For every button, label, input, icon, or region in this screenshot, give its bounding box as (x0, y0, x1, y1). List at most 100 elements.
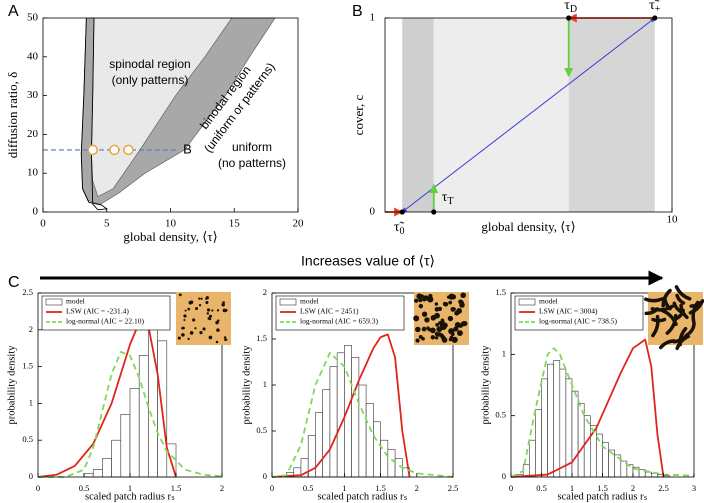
point (109, 144, 120, 156)
inset-dot (199, 331, 203, 335)
inset-stripe (672, 332, 690, 344)
y-tick-label: 0 (29, 471, 33, 481)
histogram-bar (120, 414, 131, 478)
point-symbol: τ (442, 190, 448, 205)
inset-dot (205, 296, 209, 300)
point (123, 144, 134, 156)
inset-dot (434, 312, 440, 319)
x-axis-label: global density, ⟨τ⟩ (123, 229, 217, 244)
legend-swatch (279, 298, 297, 306)
arrow-label: Increases value of ⟨τ⟩ (301, 253, 435, 269)
y-tick-label: 40 (27, 50, 39, 62)
histogram-bar (373, 421, 381, 478)
panel-letter: B (352, 3, 363, 20)
point-label: τT (442, 190, 454, 207)
x-tick-label: 0 (36, 483, 40, 493)
inset-dot (436, 326, 443, 333)
inset-dot (434, 331, 439, 337)
histogram-bar (541, 378, 548, 478)
point-label: τD (564, 0, 577, 15)
point-subscript: + (655, 4, 661, 15)
histogram-bar (380, 439, 389, 478)
y-axis-label: cover, c (351, 94, 366, 135)
inset-dot (456, 330, 463, 336)
inset-stripe (672, 301, 684, 315)
inset-dot (453, 326, 459, 332)
inset-dot (434, 302, 439, 306)
histogram-bar (83, 473, 94, 478)
point-symbol: τ̃ (649, 0, 660, 13)
histogram-bar (129, 388, 140, 478)
inset-dot (446, 295, 451, 299)
x-tick-label: 0.5 (536, 483, 547, 493)
legend-label: log-normal (AIC = 659.3) (300, 317, 378, 326)
histogram-bar (92, 469, 103, 478)
inset-dot (191, 331, 194, 334)
inset-stripe (675, 293, 686, 305)
inset-dot (443, 301, 449, 307)
inset-dot (440, 318, 445, 323)
plot-frame (384, 17, 673, 213)
inset-dot (447, 315, 454, 322)
x-tick-label: 1.5 (597, 483, 608, 493)
inset-dot (434, 306, 440, 312)
x-axis-label: scaled patch radius rₛ (318, 491, 408, 502)
dashed-line-label: B (183, 141, 192, 156)
inset-dot (200, 297, 203, 300)
y-tick-label: 30 (27, 89, 39, 101)
x-tick-label: 2 (220, 483, 224, 493)
inset-dot (177, 336, 181, 340)
y-axis-label: probability density (241, 345, 252, 425)
histogram-bar (583, 415, 591, 478)
x-tick-label: 0 (270, 483, 274, 493)
region-label: uniform (232, 140, 272, 154)
legend-swatch (45, 298, 63, 306)
histogram-bar (138, 355, 149, 478)
histogram-bar (553, 360, 561, 478)
y-tick-label: 0 (370, 206, 376, 218)
inset-dot (458, 299, 463, 305)
legend-label: model (539, 297, 558, 306)
inset-dot (183, 319, 186, 322)
legend-label: LSW (AIC = 2451) (300, 307, 359, 316)
band (402, 18, 434, 212)
point-subscript: 0 (400, 226, 405, 237)
histogram-bar (559, 368, 567, 478)
y-tick-label: 1.5 (22, 361, 33, 371)
curve (510, 347, 695, 478)
inset-dot (208, 335, 213, 340)
histogram-bar (547, 363, 554, 478)
inset-dot (187, 337, 190, 341)
legend-box (514, 295, 644, 331)
x-tick-label: 0.5 (79, 483, 90, 493)
legend-label: model (300, 297, 319, 306)
histogram-bar (528, 439, 536, 478)
x-tick-label: 5 (104, 218, 110, 230)
x-tick-label: 10 (667, 214, 679, 226)
x-tick-label: 1.5 (375, 483, 386, 493)
y-tick-label: 1.5 (495, 287, 506, 297)
inset-dot (188, 300, 193, 305)
x-axis-label: scaled patch radius rₛ (558, 491, 648, 502)
inset-dot (421, 326, 427, 332)
legend-label: LSW (AIC = -231.4) (66, 307, 129, 316)
legend-box (275, 295, 405, 331)
inset-dot (419, 294, 425, 299)
point-subscript: D (570, 4, 577, 15)
inset-dot (415, 326, 421, 333)
inset-dot (428, 293, 433, 299)
band (568, 18, 655, 212)
histogram-bar (102, 458, 112, 478)
x-tick-label: 0.5 (303, 483, 314, 493)
x-tick-label: 2.5 (658, 483, 669, 493)
inset-dot (421, 311, 428, 317)
y-tick-label: 0.5 (256, 425, 267, 435)
y-tick-label: 20 (27, 128, 39, 140)
x-tick-label: 10 (165, 218, 177, 230)
y-axis-label: diffusion ratio, δ (5, 72, 20, 158)
inset-dot (216, 328, 220, 332)
x-tick-label: 15 (229, 218, 241, 230)
inset-dot (202, 327, 206, 331)
inset-stripe (674, 285, 692, 301)
